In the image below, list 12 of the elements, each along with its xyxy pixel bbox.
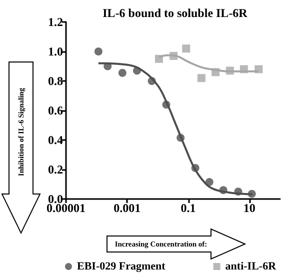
- legend-label: EBI-029 Fragment: [77, 260, 166, 272]
- y-tick-label: 0.6: [48, 104, 63, 118]
- y-tick-label: 1.2: [48, 15, 63, 29]
- y-tick-label: 1.0: [48, 44, 63, 58]
- y-tick-label: 0.2: [48, 162, 63, 176]
- x-tick-label: 0.001: [114, 201, 141, 215]
- y-tick-label: 0.4: [48, 133, 63, 147]
- legend-label: anti-IL-6R: [225, 260, 278, 272]
- y-tick-label: 0.8: [48, 74, 63, 88]
- chart-title: IL-6 bound to soluble IL-6R: [102, 6, 248, 20]
- x-tick-label: 0.1: [180, 201, 196, 215]
- x-tick-label: 10: [243, 201, 256, 215]
